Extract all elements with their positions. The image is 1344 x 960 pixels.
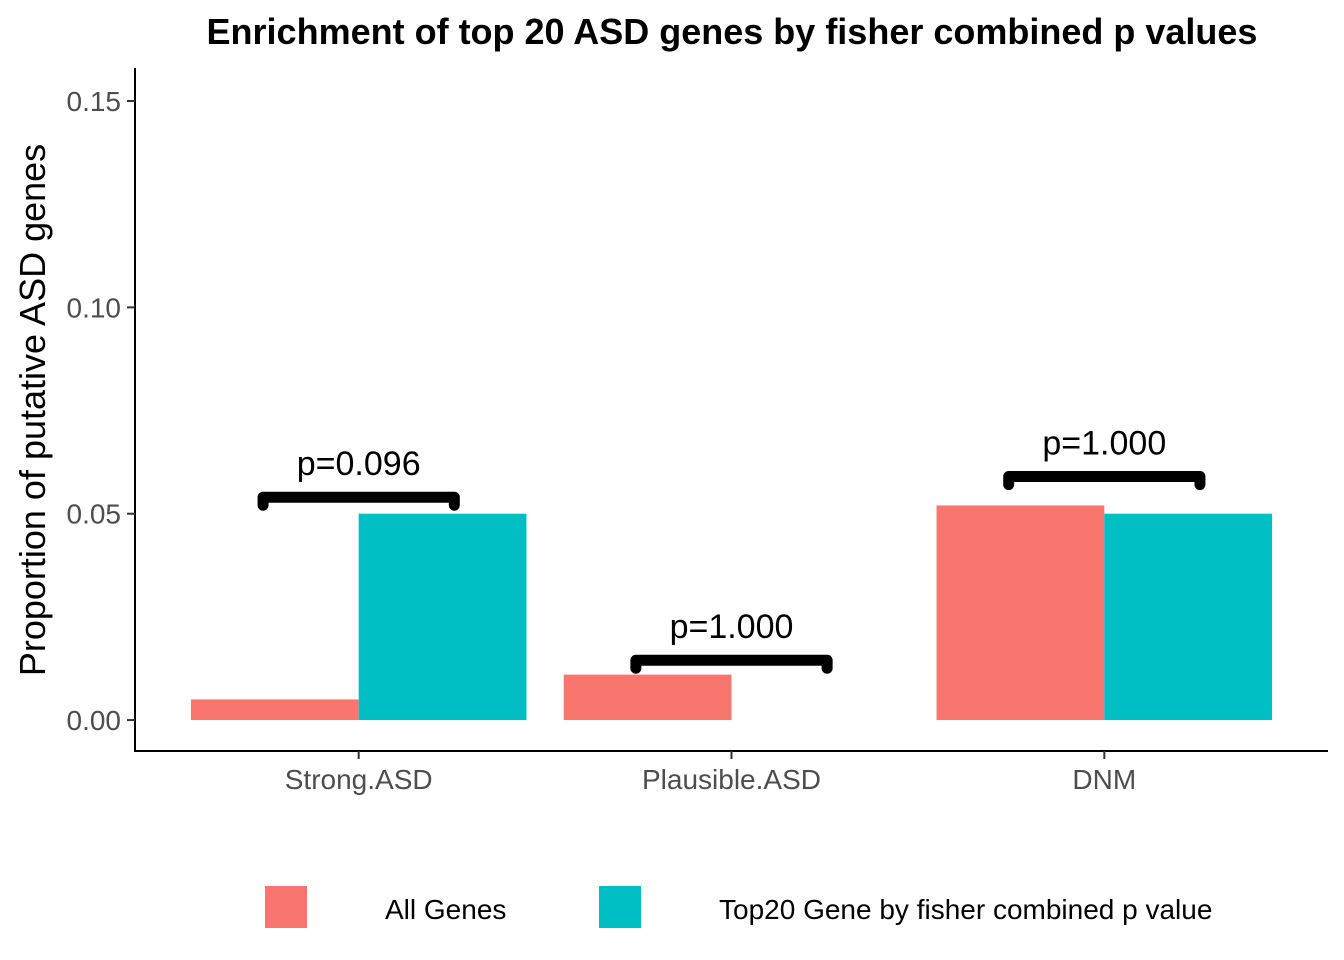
bars-group	[190, 505, 1273, 721]
x-tick-label: Plausible.ASD	[642, 764, 821, 795]
y-tick-label: 0.05	[67, 499, 122, 530]
x-tick-label: DNM	[1072, 764, 1136, 795]
y-tick-label: 0.10	[67, 292, 122, 323]
bar-plausible-asd-series-1	[563, 674, 732, 721]
bar-strong-asd-series-2	[358, 513, 527, 721]
annotations-group: p=0.096 p=1.000 p=1.000	[257, 425, 1206, 674]
bar-strong-asd-series-1	[190, 699, 359, 721]
legend-key-2	[599, 886, 641, 928]
legend-label-1: All Genes	[385, 894, 506, 925]
chart-title: Enrichment of top 20 ASD genes by fisher…	[207, 11, 1258, 52]
legend-key-1	[265, 886, 307, 928]
y-tick-label: 0.15	[67, 86, 122, 117]
significance-bracket	[257, 491, 460, 511]
y-axis-label: Proportion of putative ASD genes	[12, 144, 53, 676]
x-tick-label: Strong.ASD	[285, 764, 433, 795]
x-ticks-group: Strong.ASD Plausible.ASD DNM	[285, 751, 1136, 795]
legend-label-2: Top20 Gene by fisher combined p value	[719, 894, 1212, 925]
legend: All Genes Top20 Gene by fisher combined p…	[265, 886, 1212, 928]
y-ticks-group: 0.00 0.05 0.10 0.15	[67, 86, 135, 736]
y-tick-label: 0.00	[67, 705, 122, 736]
bar-dnm-series-1	[936, 505, 1105, 721]
significance-bracket	[630, 654, 833, 674]
bar-dnm-series-2	[1104, 513, 1273, 721]
p-value-label: p=0.096	[297, 445, 421, 483]
p-value-label: p=1.000	[670, 608, 794, 646]
significance-bracket	[1003, 471, 1206, 491]
p-value-label: p=1.000	[1042, 425, 1166, 463]
